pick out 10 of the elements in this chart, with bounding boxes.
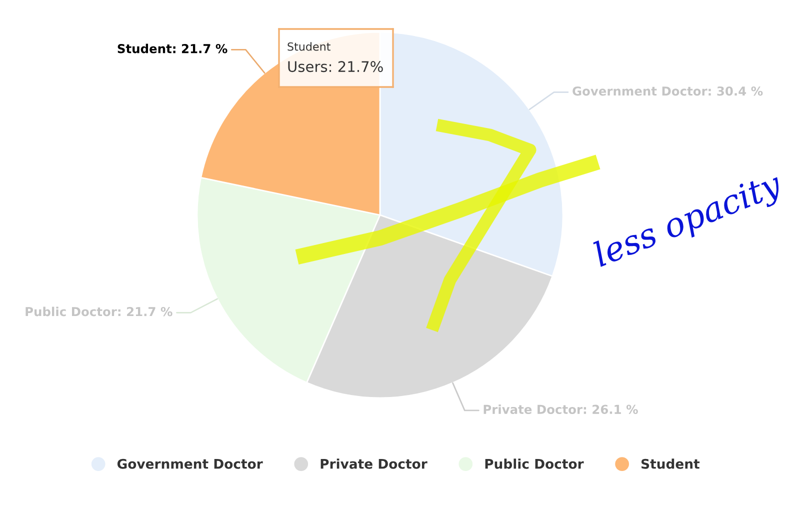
legend-label: Public Doctor [485, 458, 584, 469]
legend-label: Student [641, 458, 700, 469]
text: Student [288, 42, 330, 51]
legend-label: Government Doctor [117, 458, 263, 469]
text: Users: 21.7% [288, 61, 383, 72]
data-label: Student: 21.7 % [118, 44, 228, 54]
data-label: Government Doctor: 30.4 % [572, 86, 763, 96]
data-label: Public Doctor: 21.7 % [26, 306, 172, 316]
legend-label: Private Doctor [320, 458, 428, 469]
data-label: Private Doctor: 26.1 % [484, 404, 638, 414]
